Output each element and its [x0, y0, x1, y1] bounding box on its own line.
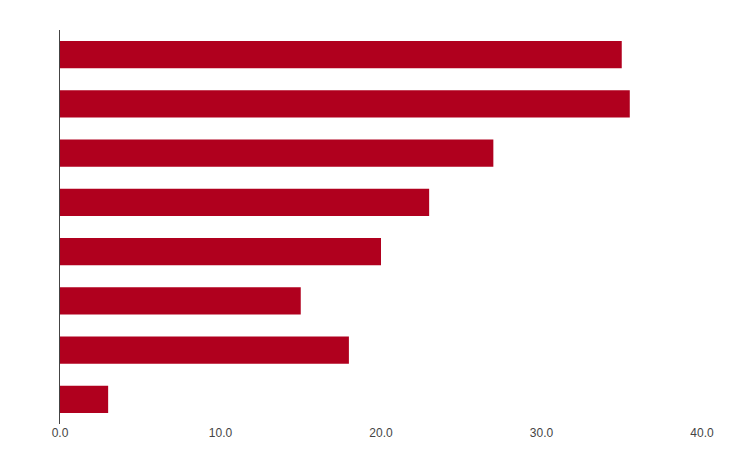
svg-text:0.0: 0.0 — [52, 426, 69, 440]
svg-text:40.0: 40.0 — [690, 426, 714, 440]
svg-text:20.0: 20.0 — [369, 426, 393, 440]
svg-text:30.0: 30.0 — [530, 426, 554, 440]
svg-text:10.0: 10.0 — [209, 426, 233, 440]
